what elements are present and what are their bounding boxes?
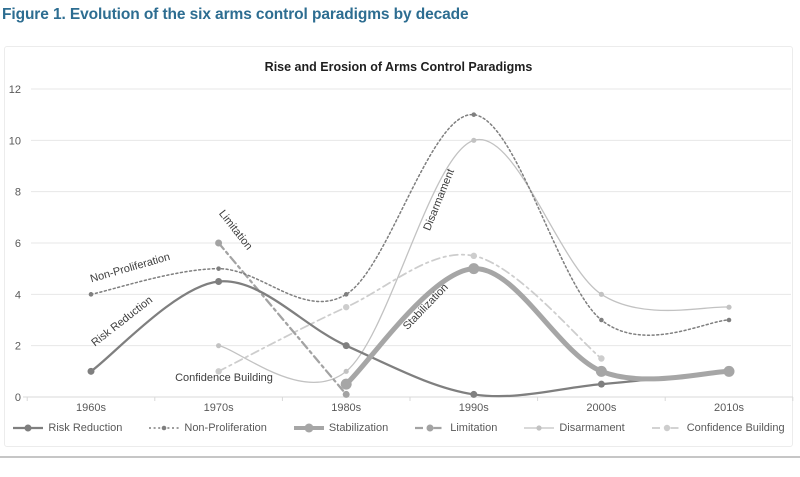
series-marker-non-proliferation — [726, 317, 732, 323]
legend-swatch-limitation — [415, 424, 446, 432]
legend-swatch-risk-reduction — [13, 424, 44, 432]
series-marker-confidence-building — [215, 368, 222, 375]
series-marker-disarmament — [598, 291, 605, 297]
annotation-confidence-building: Confidence Building — [175, 372, 273, 384]
series-marker-risk-reduction — [597, 380, 605, 388]
legend-label-limitation: Limitation — [450, 422, 498, 434]
series-marker-risk-reduction — [215, 278, 223, 285]
series-marker-non-proliferation — [216, 266, 221, 271]
legend-item-non-proliferation: Non-Proliferation — [148, 422, 267, 434]
legend-label-non-proliferation: Non-Proliferation — [184, 422, 267, 434]
series-marker-confidence-building — [470, 252, 477, 260]
y-tick-label: 0 — [15, 392, 21, 404]
x-tick-label: 1960s — [76, 402, 106, 414]
series-line-confidence-building — [217, 253, 603, 373]
figure-title: Figure 1. Evolution of the six arms cont… — [2, 6, 469, 23]
series-marker-risk-reduction — [87, 367, 95, 375]
legend-label-disarmament: Disarmament — [559, 422, 625, 434]
series-line-non-proliferation — [90, 113, 730, 336]
chart-legend: Risk Reduction Non-Proliferation Stabiliza… — [5, 422, 792, 434]
series-marker-stabilization — [340, 378, 352, 390]
series-marker-non-proliferation — [599, 317, 604, 323]
series-marker-disarmament — [343, 368, 349, 374]
legend-item-disarmament: Disarmament — [523, 422, 625, 434]
y-tick-label: 2 — [15, 341, 21, 353]
series-marker-disarmament — [471, 137, 477, 143]
x-tick-label: 1980s — [331, 402, 361, 414]
legend-label-stabilization: Stabilization — [328, 422, 389, 434]
series-marker-limitation — [342, 390, 350, 398]
series-marker-stabilization — [468, 263, 480, 275]
legend-swatch-confidence-building — [651, 424, 682, 432]
y-tick-label: 10 — [9, 135, 21, 147]
line-chart: 0 2 4 6 8 10 12 1960s 1970s 1980s 1990s 2000s 2010s N… — [9, 84, 794, 414]
series-marker-risk-reduction — [342, 342, 350, 350]
y-tick-label: 12 — [9, 84, 21, 96]
y-tick-label: 8 — [15, 187, 21, 199]
x-tick-label: 1990s — [459, 402, 489, 414]
legend-label-confidence-building: Confidence Building — [686, 422, 785, 434]
chart-panel: 0 2 4 6 8 10 12 1960s 1970s 1980s 1990s 2000s 2010s N… — [4, 46, 794, 447]
series-marker-non-proliferation — [343, 292, 349, 297]
series-marker-limitation — [215, 239, 223, 247]
page-divider — [0, 456, 800, 458]
series-marker-confidence-building — [343, 303, 350, 311]
y-tick-label: 6 — [15, 238, 21, 250]
series-marker-risk-reduction — [470, 390, 478, 398]
series-line-risk-reduction — [89, 280, 731, 398]
series-marker-stabilization — [595, 365, 607, 377]
annotation-stabilization: Stabilization — [401, 281, 451, 332]
series-line-stabilization — [343, 266, 732, 387]
x-tick-label: 2000s — [586, 402, 616, 414]
series-marker-stabilization — [723, 365, 735, 377]
series-marker-confidence-building — [598, 355, 605, 362]
annotation-risk-reduction: Risk Reduction — [89, 294, 155, 349]
x-tick-label: 1970s — [204, 402, 234, 414]
series-marker-non-proliferation — [471, 112, 477, 117]
annotation-non-proliferation: Non-Proliferation — [89, 251, 172, 285]
legend-swatch-disarmament — [524, 425, 555, 431]
legend-item-stabilization: Stabilization — [293, 422, 388, 434]
series-marker-disarmament — [216, 343, 222, 349]
series-line-limitation — [217, 241, 348, 396]
legend-label-risk-reduction: Risk Reduction — [48, 422, 123, 434]
chart-title: Rise and Erosion of Arms Control Paradig… — [264, 60, 533, 74]
legend-swatch-stabilization — [293, 423, 324, 433]
legend-item-limitation: Limitation — [414, 422, 497, 434]
legend-item-risk-reduction: Risk Reduction — [12, 422, 122, 434]
x-tick-label: 2010s — [714, 402, 744, 414]
legend-item-confidence-building: Confidence Building — [651, 422, 785, 434]
y-tick-label: 4 — [15, 289, 21, 301]
series-marker-non-proliferation — [88, 292, 94, 297]
annotation-disarmament: Disarmament — [421, 167, 457, 232]
legend-swatch-non-proliferation — [149, 425, 180, 431]
series-marker-disarmament — [726, 304, 732, 310]
